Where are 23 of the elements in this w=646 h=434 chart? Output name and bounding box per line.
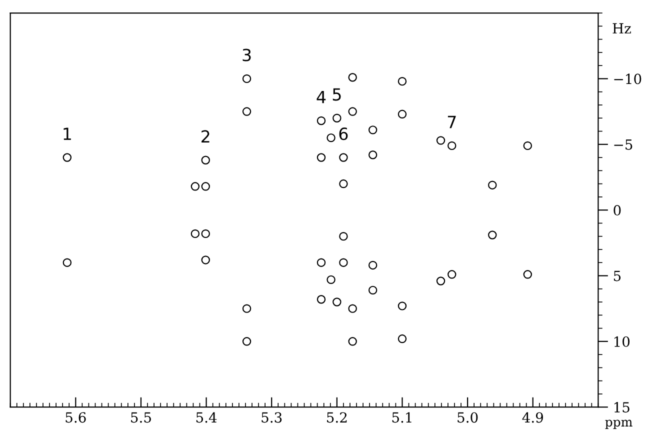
y-axis-title: Hz [612, 23, 631, 34]
y-tick-label: 0 [614, 205, 621, 216]
x-tick-label: 5.5 [131, 412, 151, 423]
x-tick-label: 5.2 [327, 412, 347, 423]
annotation: 2 [202, 130, 210, 143]
y-tick-label: 5 [614, 270, 621, 282]
y-tick-label: 15 [614, 402, 630, 413]
x-tick-label: 5.6 [66, 412, 86, 423]
x-tick-label: 5.4 [196, 412, 217, 423]
annotation: 5 [332, 88, 341, 101]
x-tick-label: 5.3 [262, 412, 282, 423]
x-tick-label: 4.9 [522, 412, 543, 423]
y-tick-label: −10 [614, 74, 642, 84]
annotation: 6 [339, 128, 348, 140]
y-tick-label: 10 [614, 336, 630, 347]
x-axis-title: ppm [605, 420, 632, 430]
annotation: 7 [448, 116, 456, 128]
annotation: 4 [316, 90, 326, 104]
annotation: 3 [242, 48, 251, 62]
x-tick-label: 5.1 [392, 412, 412, 423]
x-tick-label: 5.0 [458, 412, 478, 423]
annotation: 1 [64, 128, 71, 140]
y-tick-label: −5 [614, 140, 632, 150]
